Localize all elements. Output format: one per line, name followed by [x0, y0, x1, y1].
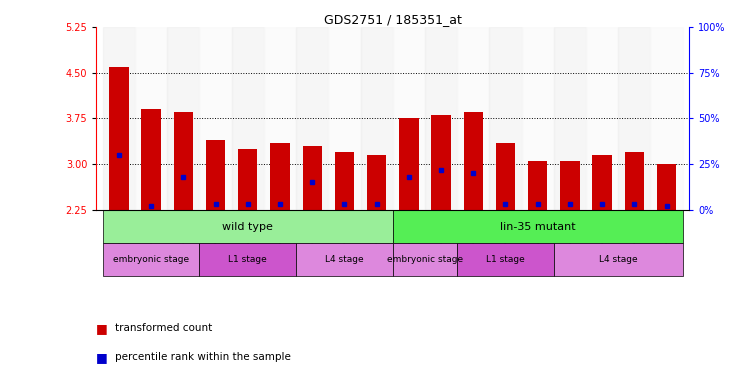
Bar	[560, 161, 579, 210]
Bar	[457, 243, 554, 276]
Bar	[328, 27, 361, 210]
Bar	[393, 210, 682, 243]
Text: embryonic stage: embryonic stage	[113, 255, 189, 264]
Bar	[264, 27, 296, 210]
Bar	[593, 155, 612, 210]
Bar	[103, 27, 135, 210]
Bar	[393, 27, 425, 210]
Bar	[167, 27, 199, 210]
Bar	[393, 243, 457, 276]
Bar	[296, 243, 393, 276]
Bar	[296, 27, 328, 210]
Bar	[625, 152, 644, 210]
Bar	[431, 115, 451, 210]
Bar	[302, 146, 322, 210]
Bar	[270, 143, 290, 210]
Bar	[238, 149, 257, 210]
Bar	[199, 243, 296, 276]
Bar	[554, 243, 682, 276]
Bar	[173, 112, 193, 210]
Text: L1 stage: L1 stage	[486, 255, 525, 264]
Bar	[489, 27, 522, 210]
Bar	[109, 66, 128, 210]
Bar	[199, 27, 232, 210]
Bar	[361, 27, 393, 210]
Bar	[425, 27, 457, 210]
Title: GDS2751 / 185351_at: GDS2751 / 185351_at	[324, 13, 462, 26]
Bar	[142, 109, 161, 210]
Text: ■: ■	[96, 322, 108, 335]
Bar	[464, 112, 483, 210]
Bar	[657, 164, 677, 210]
Bar	[399, 118, 419, 210]
Text: transformed count: transformed count	[115, 323, 212, 333]
Bar	[135, 27, 167, 210]
Bar	[103, 243, 199, 276]
Bar	[651, 27, 682, 210]
Bar	[367, 155, 386, 210]
Bar	[457, 27, 489, 210]
Bar	[103, 210, 393, 243]
Text: lin-35 mutant: lin-35 mutant	[500, 222, 576, 232]
Text: L4 stage: L4 stage	[599, 255, 637, 264]
Text: ■: ■	[96, 351, 108, 364]
Bar	[522, 27, 554, 210]
Bar	[586, 27, 618, 210]
Text: wild type: wild type	[222, 222, 273, 232]
Text: percentile rank within the sample: percentile rank within the sample	[115, 352, 290, 362]
Bar	[206, 140, 225, 210]
Bar	[528, 161, 548, 210]
Bar	[335, 152, 354, 210]
Bar	[618, 27, 651, 210]
Bar	[232, 27, 264, 210]
Text: L4 stage: L4 stage	[325, 255, 364, 264]
Bar	[496, 143, 515, 210]
Bar	[554, 27, 586, 210]
Text: L1 stage: L1 stage	[228, 255, 267, 264]
Text: embryonic stage: embryonic stage	[387, 255, 463, 264]
